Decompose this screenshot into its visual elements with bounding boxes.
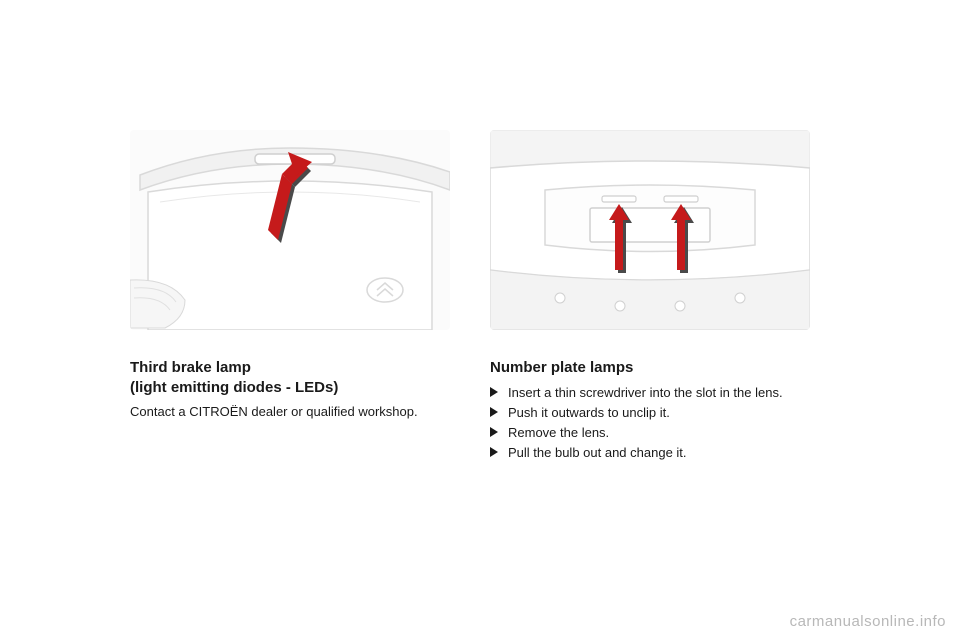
left-heading-line2: (light emitting diodes - LEDs) bbox=[130, 379, 338, 396]
step-item: Remove the lens. bbox=[490, 424, 810, 442]
illustration-number-plate-lamps bbox=[490, 130, 810, 330]
left-heading: Third brake lamp (light emitting diodes … bbox=[130, 358, 450, 397]
step-item: Pull the bulb out and change it. bbox=[490, 444, 810, 462]
left-body-text: Contact a CITROËN dealer or qualified wo… bbox=[130, 403, 450, 421]
left-column: Third brake lamp (light emitting diodes … bbox=[130, 130, 450, 421]
right-heading: Number plate lamps bbox=[490, 358, 810, 378]
third-brake-lamp-svg bbox=[130, 130, 450, 330]
watermark-text: carmanualsonline.info bbox=[790, 613, 946, 630]
number-plate-lamps-svg bbox=[490, 130, 810, 330]
page: Third brake lamp (light emitting diodes … bbox=[0, 0, 960, 640]
steps-list: Insert a thin screwdriver into the slot … bbox=[490, 384, 810, 463]
illustration-third-brake-lamp bbox=[130, 130, 450, 330]
left-heading-line1: Third brake lamp bbox=[130, 359, 251, 376]
step-item: Insert a thin screwdriver into the slot … bbox=[490, 384, 810, 402]
step-item: Push it outwards to unclip it. bbox=[490, 404, 810, 422]
right-column: Number plate lamps Insert a thin screwdr… bbox=[490, 130, 810, 464]
